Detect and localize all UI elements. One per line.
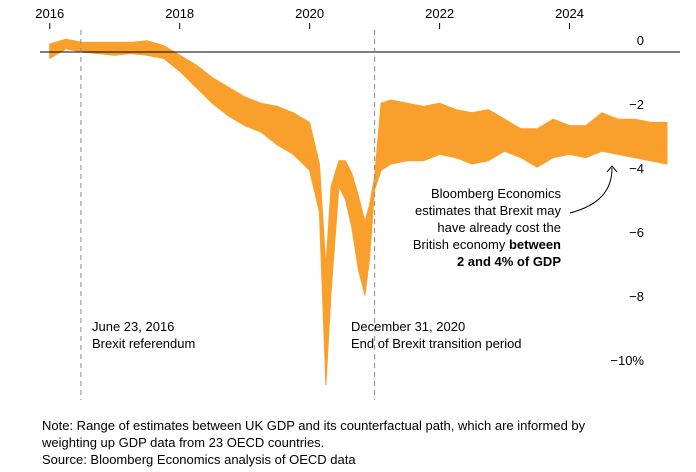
ref-label-transition-event: End of Brexit transition period <box>351 336 522 351</box>
y-tick-label-1: −2 <box>629 97 644 112</box>
y-tick-label-3: −6 <box>629 225 644 240</box>
ref-label-referendum-date: June 23, 2016 <box>92 319 174 334</box>
callout-line-2: estimates that Brexit may <box>415 203 561 218</box>
brexit-gdp-chart: 2016 2018 2020 2022 2024 0 −2 −4 −6 −8 −10% June … <box>35 6 680 400</box>
y-tick-label-0: 0 <box>637 33 644 48</box>
callout-line-5: 2 and 4% of GDP <box>457 254 561 269</box>
ref-label-transition: December 31, 2020 End of Brexit transiti… <box>351 319 522 351</box>
x-tick-label-2018: 2018 <box>165 6 194 21</box>
callout-arrow <box>569 167 613 214</box>
footnote: Note: Range of estimates between UK GDP … <box>42 417 682 468</box>
ref-label-referendum-event: Brexit referendum <box>92 336 195 351</box>
ref-label-transition-date: December 31, 2020 <box>351 319 465 334</box>
x-axis-ticks: 2016 2018 2020 2022 2024 <box>35 6 584 29</box>
callout-line-4-regular: British economy <box>413 237 509 252</box>
callout-arrowhead <box>606 165 618 173</box>
x-tick-label-2020: 2020 <box>295 6 324 21</box>
callout-annotation: Bloomberg Economics estimates that Brexi… <box>413 165 618 269</box>
footnote-note-line-1: Note: Range of estimates between UK GDP … <box>42 418 586 433</box>
estimate-range-band <box>49 38 668 386</box>
ref-label-referendum: June 23, 2016 Brexit referendum <box>92 319 195 351</box>
y-tick-label-2: −4 <box>629 161 644 176</box>
x-tick-label-2024: 2024 <box>555 6 584 21</box>
y-axis-ticks: 0 −2 −4 −6 −8 −10% <box>610 33 644 368</box>
y-tick-label-4: −8 <box>629 289 644 304</box>
footnote-note-line-2: weighting up GDP data from 23 OECD count… <box>42 435 325 450</box>
x-tick-label-2016: 2016 <box>35 6 64 21</box>
callout-line-4-bold: between <box>509 237 561 252</box>
callout-line-3: have already cost the <box>437 220 561 235</box>
footnote-source: Source: Bloomberg Economics analysis of … <box>42 452 356 467</box>
plot-area <box>40 30 680 400</box>
y-tick-label-5: −10% <box>610 353 644 368</box>
callout-line-4: British economy between <box>413 237 561 252</box>
x-tick-label-2022: 2022 <box>425 6 454 21</box>
callout-line-1: Bloomberg Economics <box>431 186 562 201</box>
